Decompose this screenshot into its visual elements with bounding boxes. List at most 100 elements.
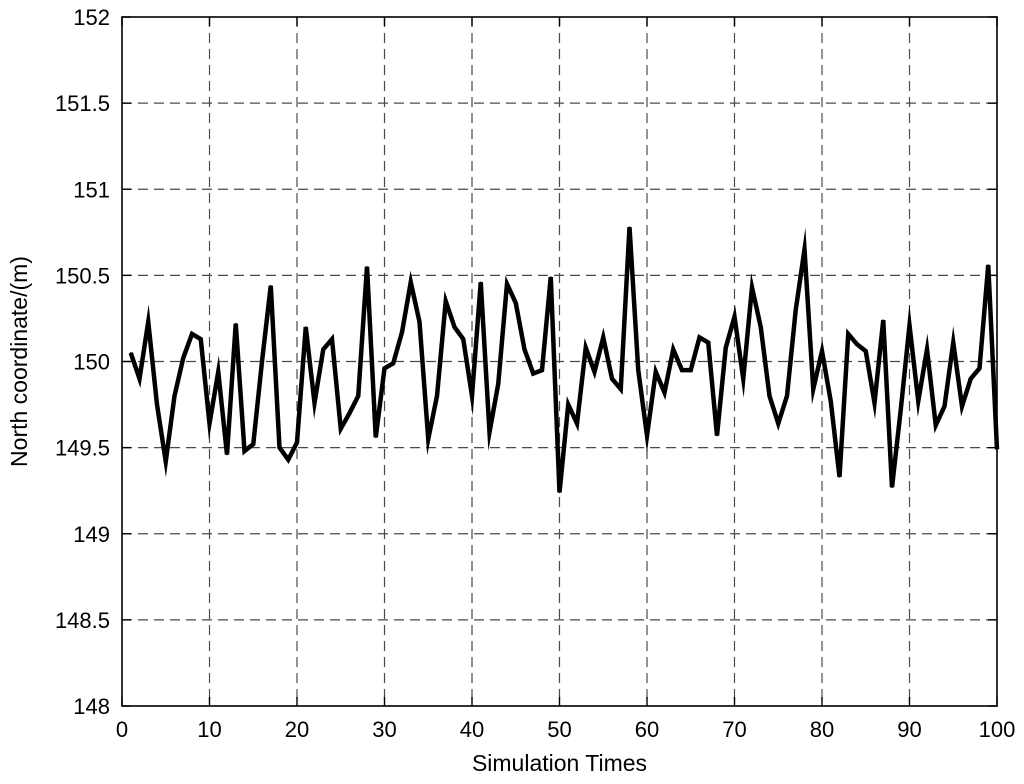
data-point <box>716 434 718 437</box>
y-tick-label: 150.5 <box>55 263 110 288</box>
x-tick-label: 40 <box>460 717 484 742</box>
data-point <box>129 352 132 354</box>
data-point <box>278 446 281 449</box>
x-tick-label: 10 <box>197 717 221 742</box>
data-point <box>978 367 981 370</box>
data-point <box>226 453 228 456</box>
data-point <box>138 377 141 380</box>
data-point <box>541 369 543 371</box>
data-point <box>514 302 517 304</box>
data-point <box>348 412 351 414</box>
data-point <box>838 476 841 478</box>
data-point <box>366 265 368 268</box>
data-point <box>768 395 771 397</box>
tick-labels: 0 10 20 30 40 50 60 70 80 90 100 148 148.5 149 149.5 15… <box>55 5 1015 742</box>
data-point <box>576 422 578 425</box>
data-point <box>689 369 692 371</box>
y-tick-label: 148.5 <box>55 608 110 633</box>
data-point <box>313 402 316 404</box>
data-point <box>453 326 456 328</box>
y-tick-label: 149.5 <box>55 436 110 461</box>
data-point <box>392 362 395 365</box>
data-point <box>479 281 482 284</box>
data-point <box>829 400 832 402</box>
data-point <box>777 422 780 425</box>
data-point <box>891 486 893 489</box>
data-point <box>672 348 675 351</box>
series-line <box>128 227 1000 493</box>
data-point <box>961 405 963 408</box>
data-point <box>199 338 202 340</box>
data-point <box>549 276 552 278</box>
data-point <box>611 377 613 380</box>
data-point <box>873 402 876 404</box>
data-point <box>654 371 657 373</box>
data-point <box>786 395 788 397</box>
data-point <box>952 341 955 344</box>
data-point <box>917 400 920 402</box>
data-point <box>296 441 298 444</box>
data-point <box>444 300 447 303</box>
x-tick-label: 70 <box>722 717 746 742</box>
data-point <box>409 281 412 284</box>
data-point <box>401 331 403 334</box>
data-point <box>602 336 605 339</box>
x-tick-label: 90 <box>897 717 921 742</box>
data-point <box>374 436 377 439</box>
data-point <box>899 408 902 411</box>
data-point <box>882 319 885 321</box>
x-tick-label: 50 <box>547 717 571 742</box>
x-tick-label: 100 <box>979 717 1016 742</box>
data-point <box>759 326 762 328</box>
plot-frame <box>121 16 998 707</box>
data-point <box>488 431 491 433</box>
data-point <box>619 388 622 390</box>
data-point <box>812 388 815 390</box>
x-tick-label: 60 <box>635 717 659 742</box>
data-point <box>584 346 587 349</box>
data-point <box>523 348 526 351</box>
data-point <box>847 333 850 335</box>
data-point <box>969 377 972 380</box>
data-point <box>908 324 911 327</box>
y-tick-label: 152 <box>73 5 110 30</box>
data-point <box>418 321 421 323</box>
data-point <box>261 360 263 363</box>
data-point <box>934 424 937 427</box>
y-tick-label: 151.5 <box>55 91 110 116</box>
data-point <box>724 346 727 349</box>
y-tick-label: 151 <box>73 177 110 202</box>
data-point <box>821 350 823 352</box>
x-tick-label: 20 <box>285 717 309 742</box>
data-point <box>339 427 342 430</box>
x-tick-label: 0 <box>116 717 128 742</box>
data-point <box>436 395 438 397</box>
data-point <box>322 348 325 351</box>
data-point <box>733 315 736 318</box>
data-point <box>471 395 473 397</box>
data-point <box>234 322 237 325</box>
data-point <box>191 333 193 335</box>
data-point <box>663 391 666 394</box>
data-point <box>558 491 561 494</box>
data-point <box>751 286 753 289</box>
data-point <box>497 383 500 385</box>
series-0 <box>128 226 1000 494</box>
data-point <box>628 226 631 228</box>
x-tick-label: 30 <box>372 717 396 742</box>
y-axis-label: North coordinate/(m) <box>6 256 32 467</box>
data-point <box>252 443 255 445</box>
data-point <box>637 369 640 371</box>
data-point <box>287 458 290 461</box>
data-point <box>567 403 570 406</box>
x-tick-label: 80 <box>810 717 834 742</box>
data-point <box>427 438 430 440</box>
series-layer <box>128 226 1000 494</box>
data-point <box>698 336 701 339</box>
data-point <box>357 395 360 397</box>
data-point <box>707 341 710 344</box>
y-tick-label: 150 <box>73 350 110 375</box>
data-point <box>269 284 272 287</box>
data-point <box>462 338 465 340</box>
